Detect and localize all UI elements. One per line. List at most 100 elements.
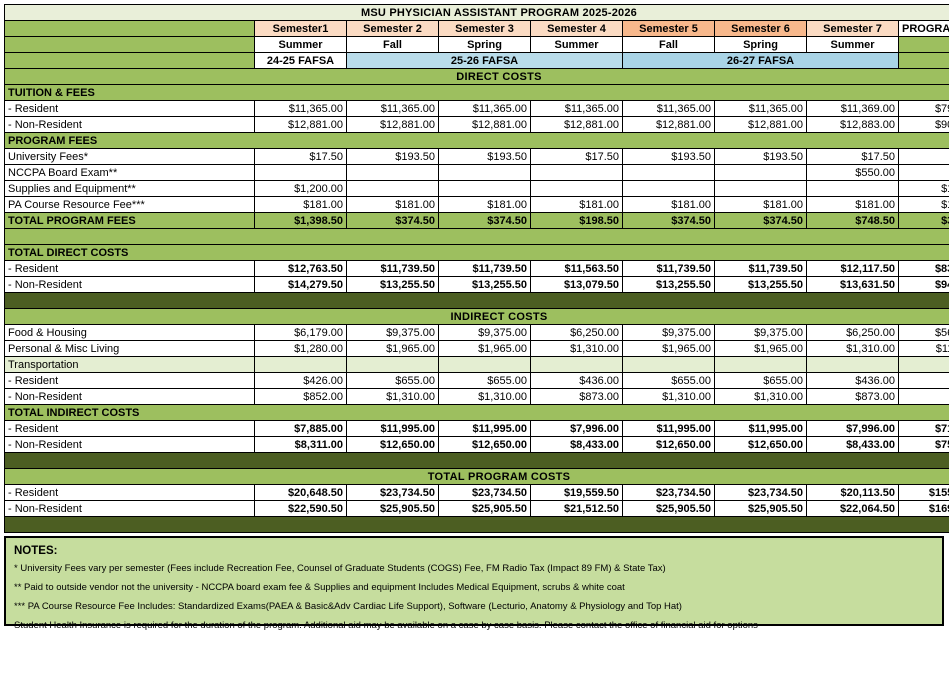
total-direct-row-2-value-7: $13,631.50 [806,276,899,293]
cost-table-body: MSU PHYSICIAN ASSISTANT PROGRAM 2025-202… [4,4,949,533]
fafsa-cell-3: 26-27 FAFSA [622,52,899,69]
total-direct-row-1-value-3: $11,739.50 [438,260,531,277]
fafsa-cell-1: 24-25 FAFSA [254,52,347,69]
tuition-row-2-value-6: $12,881.00 [714,116,807,133]
tuition-row-1-label: - Resident [4,100,255,117]
notes-panel: NOTES: * University Fees vary per semest… [4,536,944,631]
note-footer: Student Health Insurance is required for… [14,620,758,631]
spacer-dark-3 [4,516,949,533]
tuition-row-1-value-6: $11,365.00 [714,100,807,117]
program-fee-row-4-value-5: $181.00 [622,196,715,213]
table-row: - Non-Resident $14,279.50 $13,255.50 $13,25… [4,276,949,293]
indirect-row-4-total [898,372,949,389]
indirect-row-3-value-3 [438,356,531,373]
total-program-row-1-total: $155,259.50 [898,484,949,501]
total-direct-row-2-value-3: $13,255.50 [438,276,531,293]
tuition-row-2-value-4: $12,881.00 [530,116,623,133]
table-row: - Resident $12,763.50 $11,739.50 $11,739.50… [4,260,949,277]
program-fee-row-1-value-5: $193.50 [622,148,715,165]
term-header-3: Spring [438,36,531,53]
indirect-row-3-total [898,356,949,373]
indirect-row-1-value-5: $9,375.00 [622,324,715,341]
program-fee-row-2-value-1 [254,164,347,181]
tuition-row-1-value-4: $11,365.00 [530,100,623,117]
total-program-row-2-value-6: $25,905.50 [714,500,807,517]
program-fee-row-1-value-7: $17.50 [806,148,899,165]
program-total-header: PROGRAM TOTAL [898,20,949,37]
tuition-row-2-value-2: $12,881.00 [346,116,439,133]
tuition-row-1-total: $79,559.00 [898,100,949,117]
total-program-row-2-value-4: $21,512.50 [530,500,623,517]
table-row: - Non-Resident $8,311.00 $12,650.00 $12,650… [4,436,949,453]
total-direct-row-2-value-2: $13,255.50 [346,276,439,293]
program-fee-row-2-total: $550.00 [898,164,949,181]
note-line-2: ** Paid to outside vendor not the univer… [14,582,625,593]
total-indirect-row-2-value-3: $12,650.00 [438,436,531,453]
program-fee-row-2-value-2 [346,164,439,181]
program-fee-row-3-value-3 [438,180,531,197]
total-program-fees-row-value-7: $748.50 [806,212,899,229]
page-title: MSU PHYSICIAN ASSISTANT PROGRAM 2025-202… [4,4,949,21]
program-fee-row-4-value-7: $181.00 [806,196,899,213]
total-indirect-row-1-value-4: $7,996.00 [530,420,623,437]
total-indirect-row-2-value-1: $8,311.00 [254,436,347,453]
total-program-row-2-value-5: $25,905.50 [622,500,715,517]
total-direct-row-1-total: $83,402.50 [898,260,949,277]
total-program-row-1-value-1: $20,648.50 [254,484,347,501]
indirect-row-3-value-7 [806,356,899,373]
program-fee-row-1-value-6: $193.50 [714,148,807,165]
total-indirect-row-2-value-6: $12,650.00 [714,436,807,453]
total-program-row-1-value-6: $23,734.50 [714,484,807,501]
program-fee-row-4-value-1: $181.00 [254,196,347,213]
tuition-row-2-value-7: $12,883.00 [806,116,899,133]
indirect-row-2-value-1: $1,280.00 [254,340,347,357]
program-fee-row-1-value-3: $193.50 [438,148,531,165]
program-fee-row-3-value-4 [530,180,623,197]
total-program-row-1-value-3: $23,734.50 [438,484,531,501]
total-program-row-1-value-7: $20,113.50 [806,484,899,501]
total-direct-row-1-value-2: $11,739.50 [346,260,439,277]
tuition-fees-header-row: TUITION & FEES [4,84,949,101]
notes-title: NOTES: [14,545,58,557]
total-indirect-row-2-value-7: $8,433.00 [806,436,899,453]
fafsa-cell-2: 25-26 FAFSA [346,52,623,69]
total-direct-row-1-value-4: $11,563.50 [530,260,623,277]
indirect-row-2-value-4: $1,310.00 [530,340,623,357]
program-fee-row-3-value-2 [346,180,439,197]
indirect-row-1-value-2: $9,375.00 [346,324,439,341]
total-indirect-row-1-total: $71,857.00 [898,420,949,437]
total-indirect-costs-header: TOTAL INDIRECT COSTS [4,404,949,421]
program-fee-row-3-value-5 [622,180,715,197]
spacer-dark-1-cell [4,292,949,309]
total-program-row-2-value-3: $25,905.50 [438,500,531,517]
indirect-row-1-value-1: $6,179.00 [254,324,347,341]
program-fee-row-2-value-5 [622,164,715,181]
table-row: - Resident $11,365.00 $11,365.00 $11,365.00… [4,100,949,117]
indirect-row-1-total: $56,179.00 [898,324,949,341]
semester-header-1: Semester1 [254,20,347,37]
total-indirect-row-2-label: - Non-Resident [4,436,255,453]
fafsa-row: 24-25 FAFSA 25-26 FAFSA 26-27 FAFSA [4,52,949,69]
program-fee-row-1-total: $826.50 [898,148,949,165]
total-program-fees-row-value-2: $374.50 [346,212,439,229]
program-fee-row-3-label: Supplies and Equipment** [4,180,255,197]
semester-header-3: Semester 3 [438,20,531,37]
indirect-costs-band: INDIRECT COSTS [4,308,949,325]
table-row: - Non-Resident $852.00 $1,310.00 $1,310.00 $… [4,388,949,405]
indirect-row-3-value-1 [254,356,347,373]
indirect-row-1-value-6: $9,375.00 [714,324,807,341]
total-direct-row-1-value-7: $12,117.50 [806,260,899,277]
program-fee-row-1-value-4: $17.50 [530,148,623,165]
indirect-row-3-value-4 [530,356,623,373]
total-indirect-row-1-value-6: $11,995.00 [714,420,807,437]
total-program-fees-row-total: $3,843.50 [898,212,949,229]
program-fee-row-3-value-1: $1,200.00 [254,180,347,197]
total-program-row-1-label: - Resident [4,484,255,501]
total-direct-row-1-value-1: $12,763.50 [254,260,347,277]
note-line-3: *** PA Course Resource Fee Includes: Sta… [14,601,682,612]
indirect-row-4-label: - Resident [4,372,255,389]
spacer-dark-3-cell [4,516,949,533]
total-indirect-row-2-value-4: $8,433.00 [530,436,623,453]
total-program-fees-row-value-5: $374.50 [622,212,715,229]
